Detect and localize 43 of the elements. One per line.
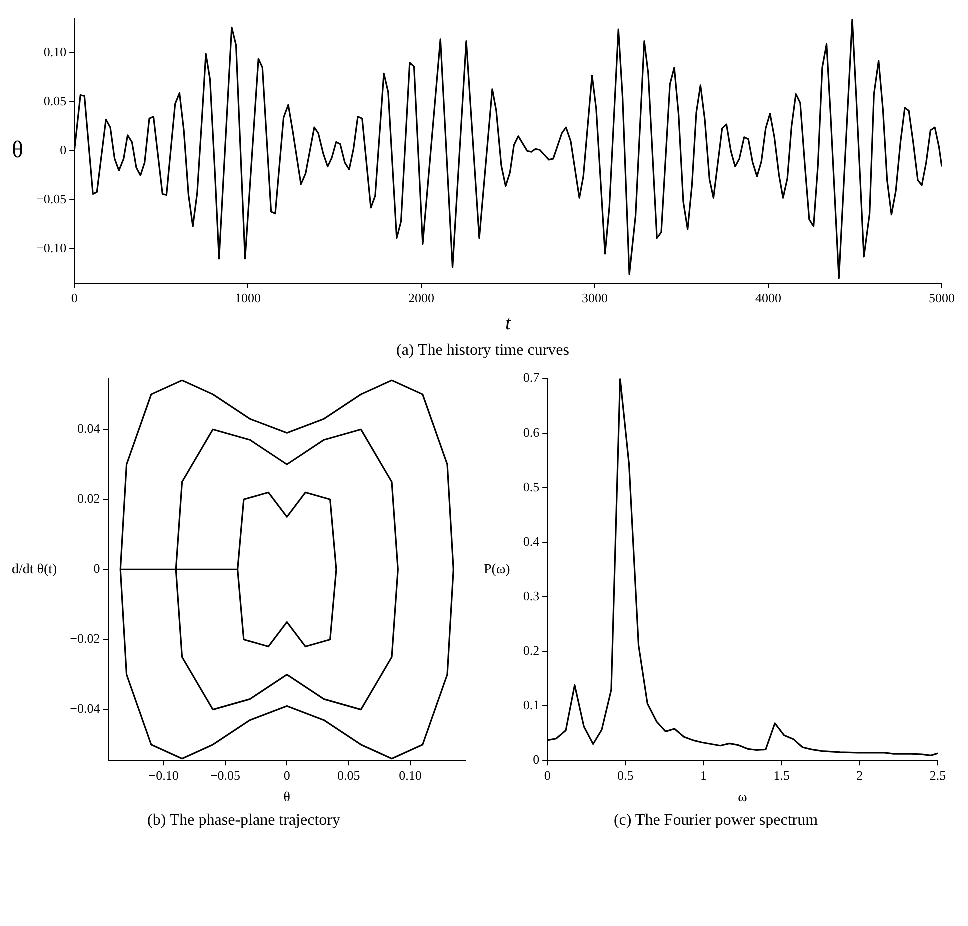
x-tick-label: 2.5 (930, 768, 946, 783)
x-tick-label: 5000 (929, 290, 955, 306)
y-tick-label: 0.04 (78, 421, 101, 436)
y-tick-label: −0.05 (36, 192, 67, 207)
x-axis-title: t (506, 312, 512, 334)
y-axis-title: d/dt θ(t) (12, 562, 58, 578)
x-tick-label: 2000 (408, 290, 435, 306)
x-tick-label: 0.05 (337, 768, 360, 783)
y-tick-label: 0.2 (523, 642, 540, 658)
y-tick-label: 0.6 (523, 424, 540, 440)
x-tick-label: 0 (284, 768, 290, 783)
x-axis-title: ω (738, 790, 748, 806)
text: (a) The history time curves (396, 342, 570, 360)
y-tick-label: 0 (533, 752, 540, 768)
y-tick-label: −0.04 (70, 701, 101, 716)
x-tick-label: 0 (544, 768, 551, 783)
x-tick-label: 4000 (756, 290, 782, 306)
y-tick-label: 0 (60, 142, 67, 158)
y-tick-label: 0 (94, 561, 100, 576)
y-axis-title: P(ω) (484, 562, 511, 578)
x-tick-label: −0.05 (210, 768, 241, 783)
y-tick-label: 0.5 (523, 479, 540, 494)
y-tick-label: 0.05 (44, 94, 67, 109)
x-tick-label: 0.10 (399, 768, 422, 783)
x-tick-label: 2 (856, 768, 864, 783)
x-tick-label: 1.5 (774, 768, 790, 783)
y-tick-label: 0.10 (44, 44, 67, 60)
y-tick-label: −0.10 (36, 240, 67, 256)
x-tick-label: 3000 (582, 290, 608, 306)
y-tick-label: 0.02 (78, 491, 100, 506)
x-tick-label: 1000 (235, 290, 262, 306)
y-tick-label: −0.02 (70, 631, 100, 646)
y-tick-label: 0.1 (523, 697, 540, 712)
x-axis-title: θ (284, 790, 291, 806)
x-tick-label: 0.5 (618, 768, 634, 783)
text: (c) The Fourier power spectrum (612, 812, 820, 830)
y-tick-label: 0.3 (523, 588, 540, 604)
x-tick-label: 1 (700, 768, 707, 783)
y-tick-label: 0.7 (523, 370, 540, 386)
y-tick-label: 0.4 (523, 534, 540, 549)
x-tick-label: −0.10 (148, 768, 179, 783)
y-axis-title: θ (12, 137, 24, 164)
text: (b) The phase-plane trajectory (146, 812, 342, 830)
